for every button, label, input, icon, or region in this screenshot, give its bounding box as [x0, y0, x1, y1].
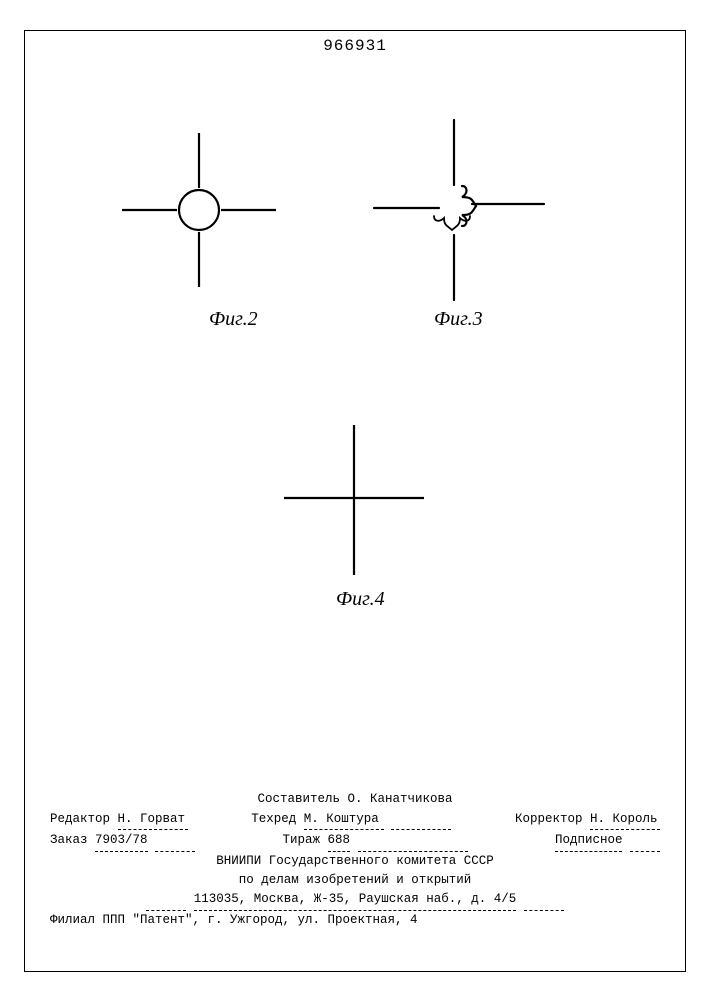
- techred-label: Техред: [251, 812, 296, 826]
- order-row: Заказ 7903/78 Тираж 688 Подписное: [50, 830, 660, 851]
- compiler-name: О. Канатчикова: [348, 792, 453, 806]
- credits-row: Редактор Н. Горват Техред М. Коштура Кор…: [50, 810, 660, 830]
- editor-label: Редактор: [50, 812, 110, 826]
- corrector-name: Н. Король: [590, 810, 660, 830]
- address-1-text: 113035, Москва, Ж-35, Раушская наб., д. …: [194, 890, 517, 910]
- editor-name: Н. Горват: [118, 810, 188, 830]
- figure-4-label: Фиг.4: [336, 588, 385, 611]
- org-line-2: по делам изобретений и открытий: [50, 871, 660, 890]
- figures-area: Фиг.2 Фиг.3 Фиг.4: [24, 30, 684, 630]
- figure-3: [344, 100, 564, 320]
- figure-3-label: Фиг.3: [434, 308, 483, 331]
- tirazh-no: 688: [328, 831, 351, 851]
- order-no: 7903/78: [95, 831, 148, 851]
- corrector-label: Корректор: [515, 812, 583, 826]
- org-line-1: ВНИИПИ Государственного комитета СССР: [50, 852, 660, 871]
- order-label: Заказ: [50, 833, 88, 847]
- techred-name: М. Коштура: [304, 810, 384, 830]
- address-1: 113035, Москва, Ж-35, Раушская наб., д. …: [50, 890, 660, 910]
- figure-4: [264, 410, 444, 590]
- compiler-label: Составитель: [257, 792, 340, 806]
- podpisnoe: Подписное: [555, 831, 623, 851]
- colophon: Составитель О. Канатчикова Редактор Н. Г…: [50, 790, 660, 930]
- tirazh-label: Тираж: [282, 833, 320, 847]
- address-2: Филиал ППП "Патент", г. Ужгород, ул. Про…: [50, 911, 660, 930]
- compiler-line: Составитель О. Канатчикова: [50, 790, 660, 809]
- figure-2: [99, 110, 299, 310]
- figure-2-label: Фиг.2: [209, 308, 258, 331]
